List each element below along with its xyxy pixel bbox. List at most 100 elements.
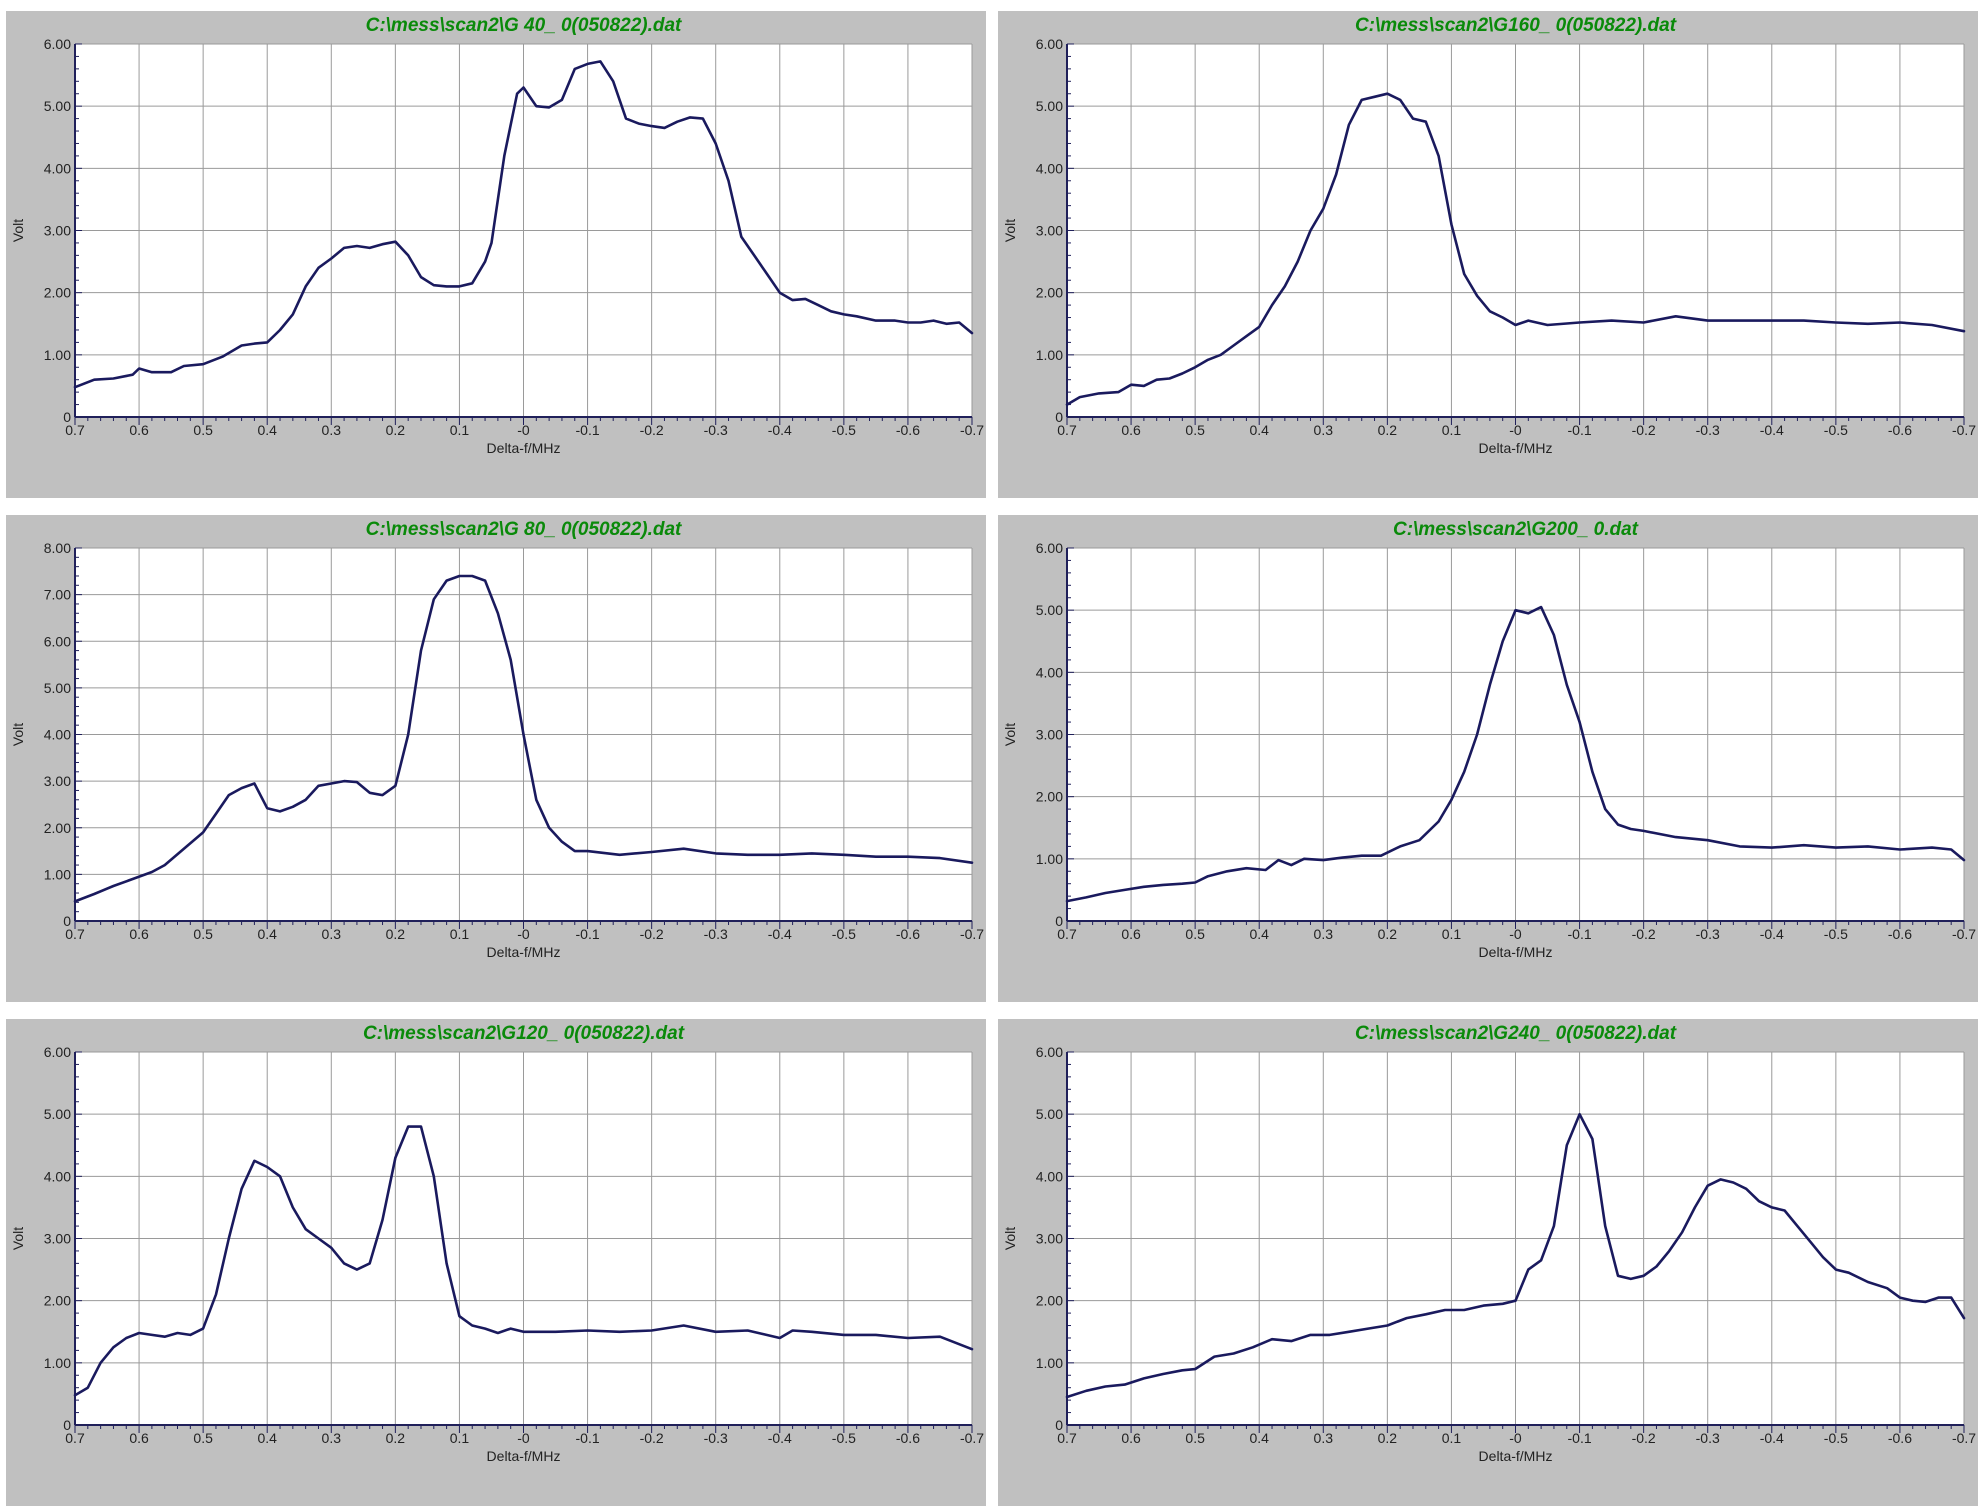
x-tick-label: 0.4 — [1249, 926, 1269, 942]
x-axis-label: Delta-f/MHz — [487, 944, 561, 960]
y-tick-label: 6.00 — [1036, 540, 1063, 556]
chart-svg: 0.7 0.6 0.5 0.4 0.3 0.2 0.1 -0 -0.1 -0.2 -0.3 -0.4 -… — [1002, 15, 1976, 456]
y-tick-label: 4.00 — [1036, 664, 1063, 680]
series-line — [1065, 92, 1966, 406]
y-tick-label: 5.00 — [44, 1106, 71, 1122]
y-tick-label: 2.00 — [1036, 789, 1063, 805]
x-tick-label: 0.1 — [1442, 926, 1462, 942]
x-tick-label: 0.2 — [1378, 422, 1398, 438]
x-tick-label: -0.6 — [896, 1430, 920, 1446]
x-tick-label: -0.4 — [768, 926, 792, 942]
chart-title: C:\mess\scan2\G200_ 0.dat — [1393, 519, 1639, 540]
x-tick-label: 0.5 — [193, 422, 213, 438]
x-tick-label: 0.5 — [1185, 422, 1205, 438]
x-tick-label: -0.1 — [576, 926, 600, 942]
y-tick-label: 5.00 — [44, 98, 71, 114]
chart-panel-6: 0.7 0.6 0.5 0.4 0.3 0.2 0.1 -0 -0.1 -0.2 -0.3 -0.4 -… — [998, 1019, 1978, 1506]
x-tick-label: -0.4 — [1760, 926, 1784, 942]
chart-title: C:\mess\scan2\G160_ 0(050822).dat — [1355, 15, 1677, 36]
y-axis-label: Volt — [10, 723, 26, 746]
x-tick-label: 0.5 — [193, 1430, 213, 1446]
x-tick-label: -0 — [1509, 422, 1522, 438]
y-tick-label: 6.00 — [44, 36, 71, 52]
y-tick-label: 0 — [1055, 1417, 1063, 1433]
x-tick-label: -0.3 — [704, 1430, 728, 1446]
x-tick-label: -0.5 — [1824, 926, 1848, 942]
x-tick-label: 0.1 — [1442, 422, 1462, 438]
y-tick-label: 2.00 — [44, 1293, 71, 1309]
series-line — [73, 60, 974, 389]
y-tick-label: 1.00 — [44, 347, 71, 363]
y-tick-label: 2.00 — [44, 820, 71, 836]
y-tick-label: 2.00 — [1036, 285, 1063, 301]
x-tick-label: -0.7 — [1952, 422, 1976, 438]
chart-panel-4: 0.7 0.6 0.5 0.4 0.3 0.2 0.1 -0 -0.1 -0.2 -0.3 -0.4 -… — [998, 515, 1978, 1002]
y-tick-label: 7.00 — [44, 587, 71, 603]
x-tick-label: -0.3 — [704, 926, 728, 942]
x-tick-label: 0.4 — [1249, 422, 1269, 438]
series-line — [1065, 1112, 1966, 1399]
x-tick-label: -0.6 — [896, 422, 920, 438]
x-tick-label: -0.1 — [1568, 1430, 1592, 1446]
series-line — [1065, 605, 1966, 903]
x-axis-label: Delta-f/MHz — [487, 440, 561, 456]
x-tick-label: -0 — [517, 926, 530, 942]
x-tick-label: 0.4 — [257, 422, 277, 438]
x-tick-label: -0.2 — [640, 422, 664, 438]
x-tick-label: -0.5 — [832, 1430, 856, 1446]
x-tick-label: 0.7 — [65, 926, 85, 942]
x-tick-label: 0.3 — [322, 926, 342, 942]
x-tick-label: -0.3 — [1696, 926, 1720, 942]
x-tick-label: 0.7 — [1057, 422, 1077, 438]
y-tick-label: 1.00 — [1036, 851, 1063, 867]
y-tick-label: 4.00 — [44, 1168, 71, 1184]
y-tick-label: 0 — [63, 913, 71, 929]
y-tick-label: 0 — [63, 1417, 71, 1433]
y-tick-label: 0 — [63, 409, 71, 425]
y-tick-label: 6.00 — [1036, 1044, 1063, 1060]
x-axis-label: Delta-f/MHz — [1479, 1448, 1553, 1464]
y-tick-label: 5.00 — [1036, 98, 1063, 114]
chart-svg: 0.7 0.6 0.5 0.4 0.3 0.2 0.1 -0 -0.1 -0.2 -0.3 -0.4 -… — [10, 15, 984, 456]
x-tick-label: 0.3 — [1314, 422, 1334, 438]
x-tick-label: -0.7 — [960, 1430, 984, 1446]
x-tick-label: 0.7 — [65, 422, 85, 438]
x-tick-label: 0.3 — [1314, 1430, 1334, 1446]
x-tick-label: -0.1 — [1568, 422, 1592, 438]
x-tick-label: 0.7 — [65, 1430, 85, 1446]
y-tick-label: 3.00 — [44, 1231, 71, 1247]
y-tick-label: 8.00 — [44, 540, 71, 556]
x-tick-label: -0.7 — [1952, 926, 1976, 942]
x-tick-label: 0.2 — [386, 926, 406, 942]
x-tick-label: -0.6 — [1888, 422, 1912, 438]
x-tick-label: 0.3 — [322, 1430, 342, 1446]
x-tick-label: 0.4 — [1249, 1430, 1269, 1446]
x-tick-label: -0.3 — [1696, 1430, 1720, 1446]
x-tick-label: -0.4 — [1760, 422, 1784, 438]
chart-title: C:\mess\scan2\G240_ 0(050822).dat — [1355, 1023, 1677, 1044]
y-tick-label: 4.00 — [1036, 160, 1063, 176]
x-tick-label: -0.1 — [576, 1430, 600, 1446]
x-tick-label: 0.2 — [386, 1430, 406, 1446]
chart-panel-5: 0.7 0.6 0.5 0.4 0.3 0.2 0.1 -0 -0.1 -0.2 -0.3 -0.4 -… — [6, 1019, 986, 1506]
x-tick-label: 0.6 — [129, 926, 149, 942]
y-tick-label: 3.00 — [44, 773, 71, 789]
y-tick-label: 6.00 — [1036, 36, 1063, 52]
y-tick-label: 4.00 — [44, 160, 71, 176]
y-tick-label: 5.00 — [1036, 602, 1063, 618]
x-tick-label: 0.1 — [450, 926, 470, 942]
x-tick-label: -0.3 — [1696, 422, 1720, 438]
y-tick-label: 1.00 — [44, 1355, 71, 1371]
chart-svg: 0.7 0.6 0.5 0.4 0.3 0.2 0.1 -0 -0.1 -0.2 -0.3 -0.4 -… — [1002, 1023, 1976, 1464]
x-tick-label: -0.5 — [832, 422, 856, 438]
x-tick-label: 0.1 — [450, 1430, 470, 1446]
y-tick-label: 6.00 — [44, 633, 71, 649]
x-tick-label: -0.6 — [1888, 1430, 1912, 1446]
x-tick-label: 0.2 — [1378, 1430, 1398, 1446]
y-tick-label: 0 — [1055, 913, 1063, 929]
y-tick-label: 0 — [1055, 409, 1063, 425]
y-tick-label: 3.00 — [44, 223, 71, 239]
y-axis-label: Volt — [1002, 723, 1018, 746]
x-tick-label: -0 — [517, 422, 530, 438]
x-tick-label: 0.6 — [129, 422, 149, 438]
